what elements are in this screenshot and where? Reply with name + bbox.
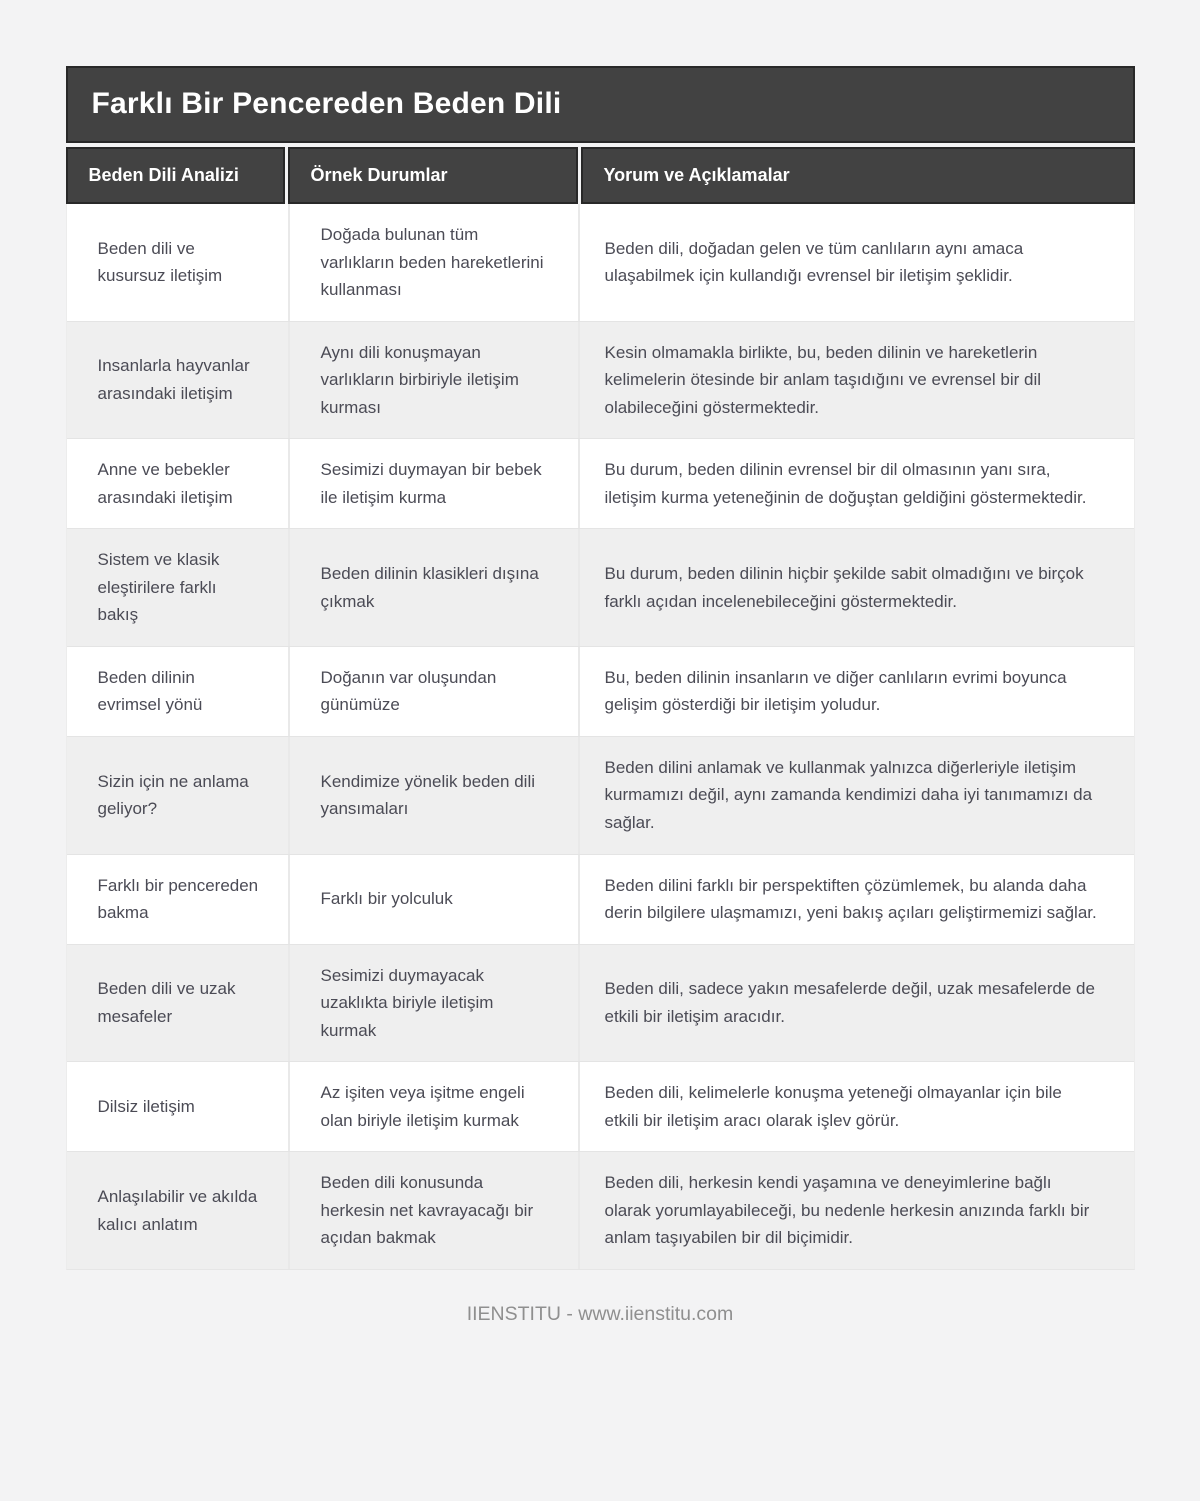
cell-ornek: Sesimizi duymayacak uzaklıkta biriyle il…	[287, 944, 578, 1062]
cell-ornek: Doğanın var oluşundan günümüze	[287, 646, 578, 736]
cell-ornek: Beden dili konusunda herkesin net kavray…	[287, 1152, 578, 1269]
cell-yorum: Beden dili, kelimelerle konuşma yeteneği…	[577, 1062, 1134, 1152]
cell-analiz: Dilsiz iletişim	[97, 1096, 195, 1116]
table-row: Anne ve bebekler arasındaki iletişim Ses…	[66, 438, 1134, 529]
cell-yorum: Beden dili, sadece yakın mesafelerde değ…	[577, 944, 1134, 1062]
cell-yorum: Beden dili, doğadan gelen ve tüm canlıla…	[577, 204, 1134, 321]
cell-analiz: Anne ve bebekler arasındaki iletişim	[97, 460, 233, 507]
column-header-beden-dili-analizi: Beden Dili Analizi	[65, 147, 285, 204]
cell-analiz: Sistem ve klasik eleştirilere farklı bak…	[97, 550, 220, 625]
body-language-card: Farklı Bir Pencereden Beden Dili Beden D…	[65, 66, 1135, 1270]
cell-ornek: Kendimize yönelik beden dili yansımaları	[287, 736, 578, 854]
cell-analiz: Beden dilinin evrimsel yönü	[97, 667, 203, 715]
table-row: Sistem ve klasik eleştirilere farklı bak…	[66, 528, 1134, 646]
table-row: Anlaşılabilir ve akılda kalıcı anlatım B…	[66, 1151, 1134, 1269]
table-row: Insanlarla hayvanlar arasındaki iletişim…	[66, 320, 1134, 439]
table-header-row: Beden Dili Analizi Örnek Durumlar Yorum …	[65, 147, 1135, 204]
column-header-ornek-durumlar: Örnek Durumlar	[287, 147, 578, 204]
cell-yorum: Beden dilini farklı bir perspektiften çö…	[577, 854, 1134, 944]
cell-yorum: Beden dilini anlamak ve kullanmak yalnız…	[577, 736, 1134, 854]
cell-analiz: Insanlarla hayvanlar arasındaki iletişim	[97, 356, 250, 403]
cell-analiz: Beden dili ve kusursuz iletişim	[97, 238, 223, 286]
cell-ornek: Aynı dili konuşmayan varlıkların birbiri…	[287, 321, 578, 439]
cell-ornek: Beden dilinin klasikleri dışına çıkmak	[287, 529, 578, 646]
cell-yorum: Bu, beden dilinin insanların ve diğer ca…	[577, 646, 1134, 736]
cell-ornek: Farklı bir yolculuk	[287, 854, 578, 944]
column-header-yorum-ve-aciklamalar: Yorum ve Açıklamalar	[580, 147, 1135, 204]
table-row: Farklı bir pencereden bakma Farklı bir y…	[66, 853, 1134, 944]
table-body: Beden dili ve kusursuz iletişim Doğada b…	[65, 204, 1135, 1270]
cell-yorum: Kesin olmamakla birlikte, bu, beden dili…	[577, 321, 1134, 439]
page-title: Farklı Bir Pencereden Beden Dili	[65, 66, 1135, 143]
table-row: Beden dili ve kusursuz iletişim Doğada b…	[66, 204, 1134, 321]
cell-ornek: Doğada bulunan tüm varlıkların beden har…	[287, 204, 578, 321]
table-row: Beden dilinin evrimsel yönü Doğanın var …	[66, 645, 1134, 736]
cell-analiz: Sizin için ne anlama geliyor?	[97, 771, 249, 819]
cell-analiz: Beden dili ve uzak mesafeler	[97, 979, 236, 1026]
table-row: Sizin için ne anlama geliyor? Kendimize …	[66, 735, 1134, 854]
cell-ornek: Sesimizi duymayan bir bebek ile iletişim…	[287, 439, 578, 529]
cell-yorum: Beden dili, herkesin kendi yaşamına ve d…	[577, 1152, 1134, 1269]
footer-text: IIENSTITU - www.iienstitu.com	[466, 1302, 734, 1325]
cell-ornek: Az işiten veya işitme engeli olan biriyl…	[287, 1062, 578, 1152]
cell-analiz: Farklı bir pencereden bakma	[97, 875, 259, 923]
cell-yorum: Bu durum, beden dilinin hiçbir şekilde s…	[577, 529, 1134, 646]
table-row: Dilsiz iletişim Az işiten veya işitme en…	[66, 1061, 1134, 1152]
cell-analiz: Anlaşılabilir ve akılda kalıcı anlatım	[97, 1186, 258, 1234]
table-row: Beden dili ve uzak mesafeler Sesimizi du…	[66, 943, 1134, 1062]
cell-yorum: Bu durum, beden dilinin evrensel bir dil…	[577, 439, 1134, 529]
